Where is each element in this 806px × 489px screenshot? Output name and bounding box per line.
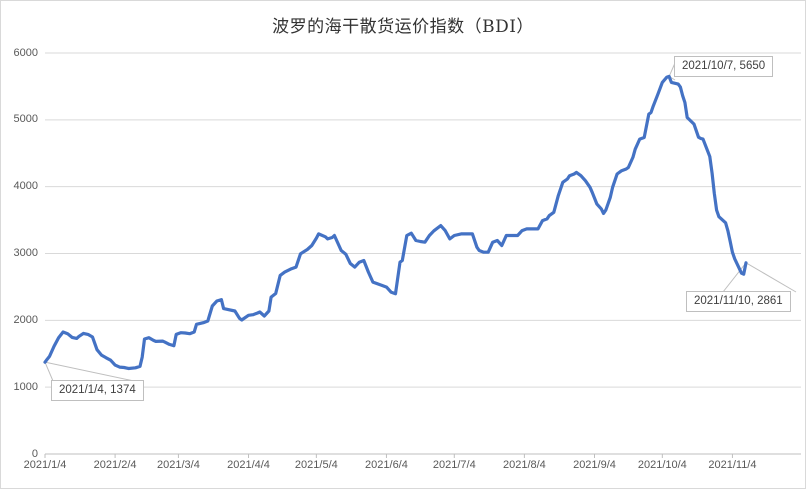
y-axis-label: 0 [31,447,38,460]
x-axis-label: 2021/6/4 [365,459,408,471]
x-axis-label: 2021/10/4 [637,459,687,471]
x-axis-label: 2021/3/4 [156,459,200,471]
chart-title: 波罗的海干散货运价指数（BDI） [272,17,534,37]
x-axis-label: 2021/9/4 [573,459,616,471]
annotation-leader-line [44,361,135,382]
annotation-callout-end: 2021/11/10, 2861 [686,291,791,312]
annotation-leader-line [722,262,747,293]
y-axis-label: 1000 [13,380,38,393]
x-axis-label: 2021/7/4 [432,459,476,471]
annotation-leader-line [44,361,54,382]
x-axis-label: 2021/11/4 [708,459,757,471]
y-axis-label: 5000 [13,113,38,126]
x-axis-label: 2021/5/4 [294,459,338,471]
y-axis-label: 2000 [13,313,38,326]
annotation-callout-start: 2021/1/4, 1374 [51,380,144,401]
y-axis-label: 3000 [13,247,38,259]
y-axis-label: 6000 [13,46,38,59]
x-axis-label: 2021/1/4 [23,459,67,471]
x-axis-label: 2021/2/4 [93,459,137,471]
x-axis-label: 2021/8/4 [502,459,546,471]
annotation-callout-peak: 2021/10/7, 5650 [674,56,774,77]
x-axis-label: 2021/4/4 [227,459,270,471]
annotation-leader-line [745,262,797,293]
y-axis-label: 4000 [13,180,38,193]
bdi-series-line [43,74,748,371]
